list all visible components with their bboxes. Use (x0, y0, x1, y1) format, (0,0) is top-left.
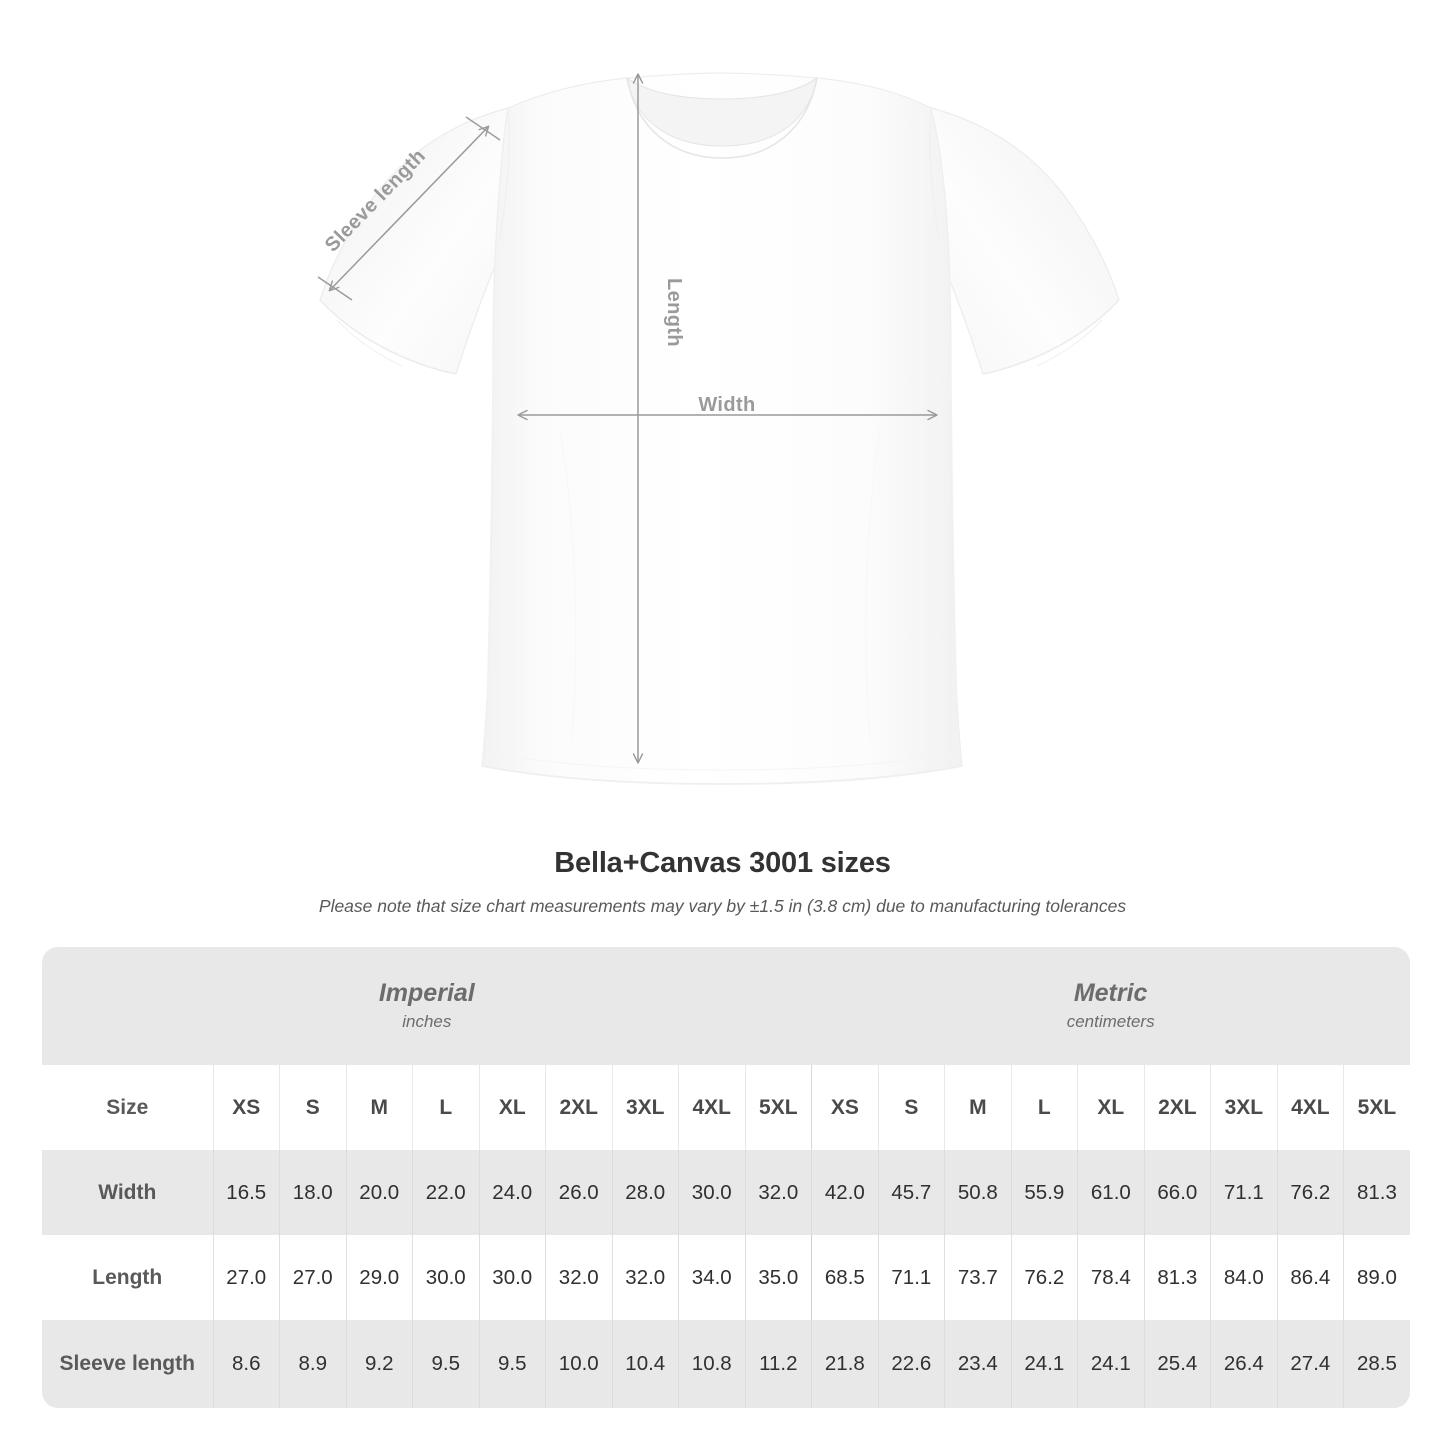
cell-length-imperial-xs: 27.0 (212, 1235, 280, 1320)
imperial-group-header: Imperial inches (42, 947, 812, 1065)
column-header-imperial-2xl: 2XL (545, 1065, 612, 1150)
shirt-silhouette (319, 72, 1120, 785)
cell-width-imperial-2xl: 26.0 (545, 1150, 612, 1235)
imperial-unit: inches (402, 1012, 452, 1031)
tshirt-diagram: Length Width Sleeve length (317, 72, 1120, 785)
cell-sleeve-metric-2xl: 25.4 (1143, 1320, 1211, 1408)
cell-width-metric-4xl: 76.2 (1276, 1150, 1344, 1235)
cell-length-metric-l: 76.2 (1010, 1235, 1078, 1320)
row-label-width: Width (42, 1150, 213, 1235)
cell-length-imperial-xl: 30.0 (478, 1235, 546, 1320)
cell-length-metric-4xl: 86.4 (1276, 1235, 1344, 1320)
table-row-width: Width 16.5 18.0 20.0 22.0 24.0 26.0 28.0… (42, 1150, 1410, 1235)
cell-width-imperial-m: 20.0 (345, 1150, 413, 1235)
column-header-metric-s: S (877, 1065, 945, 1150)
cell-width-metric-m: 50.8 (944, 1150, 1012, 1235)
metric-group-header: Metric centimeters (811, 947, 1410, 1065)
cell-sleeve-imperial-3xl: 10.4 (611, 1320, 679, 1408)
sleeve-length-measure-arrow (317, 116, 501, 301)
cell-sleeve-metric-m: 23.4 (944, 1320, 1012, 1408)
unit-header-row: Imperial inches Metric centimeters (42, 947, 1410, 1065)
cell-sleeve-metric-l: 24.1 (1010, 1320, 1078, 1408)
column-header-metric-3xl: 3XL (1210, 1065, 1278, 1150)
cell-length-metric-2xl: 81.3 (1143, 1235, 1211, 1320)
cell-length-imperial-4xl: 34.0 (678, 1235, 745, 1320)
column-header-imperial-m: M (345, 1065, 413, 1150)
length-label: Length (663, 278, 685, 347)
size-table: Imperial inches Metric centimeters Size … (42, 947, 1410, 1408)
table-row-length: Length 27.0 27.0 29.0 30.0 30.0 32.0 32.… (42, 1235, 1410, 1320)
column-header-imperial-l: L (412, 1065, 479, 1150)
cell-sleeve-metric-xs: 21.8 (811, 1320, 879, 1408)
cell-length-imperial-m: 29.0 (345, 1235, 413, 1320)
cell-length-imperial-2xl: 32.0 (545, 1235, 612, 1320)
imperial-label: Imperial (378, 979, 475, 1007)
cell-sleeve-metric-4xl: 27.4 (1276, 1320, 1344, 1408)
column-header-metric-m: M (944, 1065, 1012, 1150)
width-label: Width (698, 394, 755, 416)
column-header-metric-2xl: 2XL (1143, 1065, 1211, 1150)
column-header-imperial-s: S (279, 1065, 346, 1150)
cell-length-metric-5xl: 89.0 (1343, 1235, 1410, 1320)
row-label-length: Length (42, 1235, 213, 1320)
cell-sleeve-imperial-xs: 8.6 (212, 1320, 280, 1408)
cell-sleeve-imperial-m: 9.2 (345, 1320, 413, 1408)
cell-sleeve-imperial-2xl: 10.0 (545, 1320, 612, 1408)
metric-unit: centimeters (1066, 1012, 1155, 1031)
cell-width-imperial-xl: 24.0 (478, 1150, 546, 1235)
size-corner-label: Size (42, 1065, 213, 1150)
cell-sleeve-metric-5xl: 28.5 (1343, 1320, 1410, 1408)
cell-sleeve-imperial-xl: 9.5 (478, 1320, 546, 1408)
size-header-row: Size XS S M L XL 2XL 3XL 4XL 5XL XS S M … (42, 1065, 1410, 1150)
cell-width-imperial-5xl: 32.0 (744, 1150, 812, 1235)
cell-width-imperial-xs: 16.5 (212, 1150, 280, 1235)
cell-length-metric-m: 73.7 (944, 1235, 1012, 1320)
cell-width-imperial-l: 22.0 (412, 1150, 479, 1235)
cell-sleeve-metric-s: 22.6 (877, 1320, 945, 1408)
cell-length-imperial-s: 27.0 (279, 1235, 346, 1320)
cell-width-metric-3xl: 71.1 (1210, 1150, 1278, 1235)
cell-length-imperial-l: 30.0 (412, 1235, 479, 1320)
cell-length-metric-s: 71.1 (877, 1235, 945, 1320)
cell-width-imperial-s: 18.0 (279, 1150, 346, 1235)
cell-width-metric-xs: 42.0 (811, 1150, 879, 1235)
cell-length-metric-xl: 78.4 (1077, 1235, 1145, 1320)
cell-width-metric-l: 55.9 (1010, 1150, 1078, 1235)
cell-sleeve-imperial-4xl: 10.8 (678, 1320, 745, 1408)
column-header-imperial-4xl: 4XL (678, 1065, 745, 1150)
cell-length-imperial-3xl: 32.0 (611, 1235, 679, 1320)
column-header-imperial-xs: XS (212, 1065, 280, 1150)
column-header-metric-4xl: 4XL (1276, 1065, 1344, 1150)
cell-width-metric-s: 45.7 (877, 1150, 945, 1235)
cell-sleeve-imperial-5xl: 11.2 (744, 1320, 812, 1408)
cell-length-imperial-5xl: 35.0 (744, 1235, 812, 1320)
cell-sleeve-imperial-s: 8.9 (279, 1320, 346, 1408)
table-row-sleeve-length: Sleeve length 8.6 8.9 9.2 9.5 9.5 10.0 1… (42, 1320, 1410, 1408)
cell-width-metric-2xl: 66.0 (1143, 1150, 1211, 1235)
cell-sleeve-metric-xl: 24.1 (1077, 1320, 1145, 1408)
column-header-metric-xs: XS (811, 1065, 879, 1150)
cell-width-imperial-4xl: 30.0 (678, 1150, 745, 1235)
size-table-wrapper: Imperial inches Metric centimeters Size … (42, 947, 1410, 1408)
tolerance-note: Please note that size chart measurements… (318, 896, 1127, 916)
cell-length-metric-3xl: 84.0 (1210, 1235, 1278, 1320)
column-header-metric-5xl: 5XL (1343, 1065, 1410, 1150)
page-title: Bella+Canvas 3001 sizes (554, 847, 891, 879)
cell-sleeve-metric-3xl: 26.4 (1210, 1320, 1278, 1408)
column-header-metric-l: L (1010, 1065, 1078, 1150)
heading-block: Bella+Canvas 3001 sizes Please note that… (0, 843, 1445, 920)
column-header-metric-xl: XL (1077, 1065, 1145, 1150)
cell-sleeve-imperial-l: 9.5 (412, 1320, 479, 1408)
cell-width-metric-xl: 61.0 (1077, 1150, 1145, 1235)
metric-label: Metric (1073, 979, 1148, 1007)
cell-width-metric-5xl: 81.3 (1343, 1150, 1410, 1235)
column-header-imperial-xl: XL (478, 1065, 546, 1150)
column-header-imperial-3xl: 3XL (611, 1065, 679, 1150)
column-header-imperial-5xl: 5XL (744, 1065, 812, 1150)
cell-length-metric-xs: 68.5 (811, 1235, 879, 1320)
cell-width-imperial-3xl: 28.0 (611, 1150, 679, 1235)
row-label-sleeve-length: Sleeve length (42, 1320, 213, 1408)
